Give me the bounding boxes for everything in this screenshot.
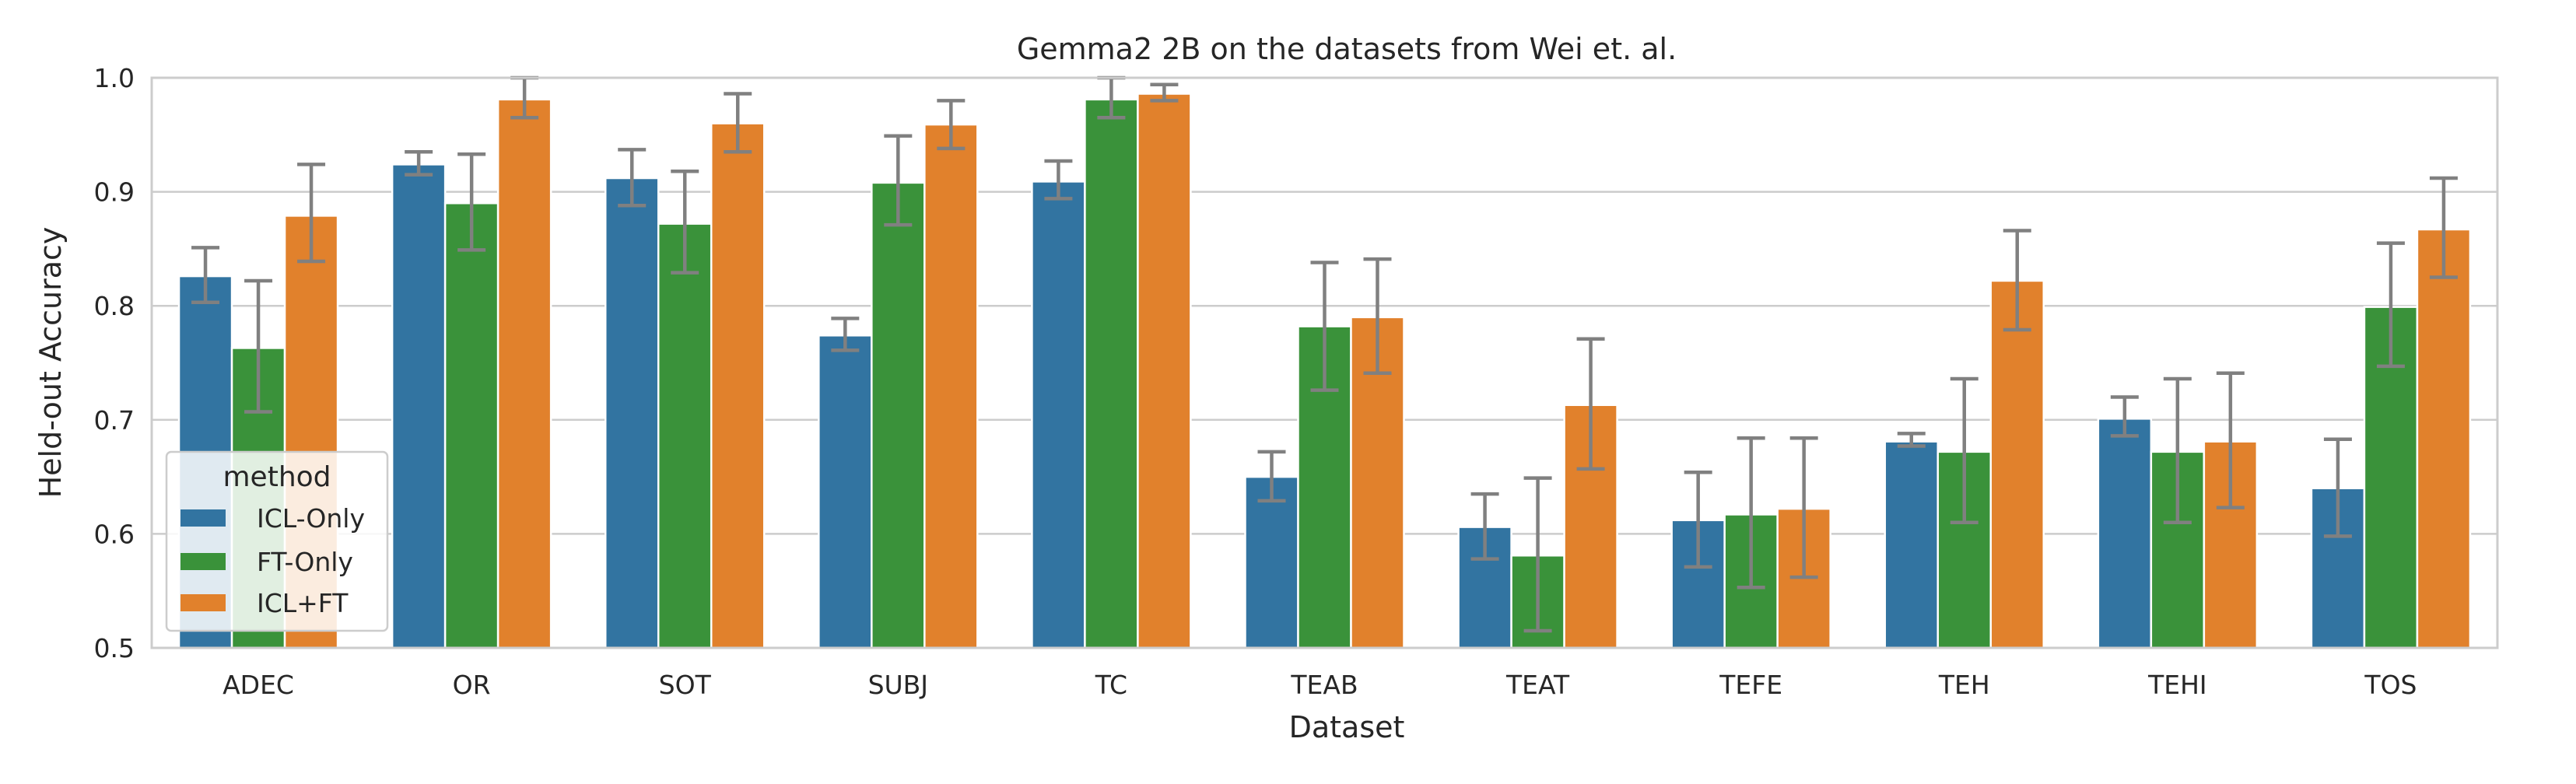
errorbar-icl-only-sot — [618, 148, 647, 208]
legend-label-icl-ft: ICL+FT — [257, 588, 349, 618]
errorbar-ft-only-tefe — [1737, 436, 1765, 590]
x-tick-label-sot: SOT — [659, 670, 712, 700]
errorbar-icl-ft-tefe — [1789, 436, 1818, 579]
bars: ICL-Only / ADEC: 0.826FT-Only / ADEC: 0.… — [177, 93, 2472, 649]
errorbar-ft-only-tos — [2376, 241, 2405, 369]
x-tick-label-tos: TOS — [2364, 670, 2417, 700]
errorbar-icl-only-adec — [191, 246, 220, 305]
bar-icl-only-tc: ICL-Only / TC: 0.909 — [1031, 180, 1086, 649]
errorbar-ft-only-teat — [1523, 476, 1552, 633]
x-tick-label-or: OR — [453, 670, 491, 700]
bar-ft-only-or: FT-Only / OR: 0.89 — [443, 202, 499, 649]
x-tick-label-subj: SUBJ — [868, 670, 928, 700]
y-tick-label: 0.8 — [94, 291, 135, 321]
y-axis-ticks: 0.5 0.6 0.7 0.8 0.9 1.0 — [94, 63, 135, 663]
x-tick-label-teat: TEAT — [1505, 670, 1570, 700]
x-axis-ticks: ADEC OR SOT SUBJ TC TEAB TEAT TEFE TEH TEHI TOS — [223, 670, 2417, 700]
legend-swatch-ft-only — [180, 553, 226, 570]
legend-swatch-icl-ft — [180, 594, 226, 611]
errorbar-icl-ft-tos — [2429, 176, 2458, 279]
bar-ft-only-sot: FT-Only / SOT: 0.872 — [657, 222, 713, 649]
errorbar-ft-only-tehi — [2163, 376, 2192, 524]
bar-icl-ft-tos: ICL+FT / TOS: 0.867 — [2416, 228, 2472, 649]
bar-icl-ft-teh: ICL+FT / TEH: 0.822 — [1989, 279, 2045, 649]
errorbar-icl-only-tc — [1044, 159, 1073, 201]
bar-ft-only-tc: FT-Only / TC: 0.981 — [1084, 98, 1139, 649]
bar-icl-ft-subj: ICL+FT / SUBJ: 0.959 — [924, 123, 979, 649]
errorbar-icl-only-or — [405, 150, 433, 177]
plot-frame — [150, 76, 2499, 649]
errorbar-icl-only-tefe — [1684, 470, 1712, 569]
legend: method ICL-Only FT-Only ICL+FT — [165, 450, 389, 632]
y-tick-label: 0.9 — [94, 177, 135, 208]
y-tick-label: 0.7 — [94, 405, 135, 436]
x-tick-label-adec: ADEC — [223, 670, 294, 700]
errorbar-icl-only-subj — [831, 317, 860, 352]
errorbar-icl-only-tos — [2323, 437, 2352, 538]
legend-title: method — [223, 461, 331, 493]
legend-swatch-icl-only — [180, 509, 226, 527]
errorbar-ft-only-sot — [671, 169, 699, 275]
errorbar-icl-ft-teab — [1363, 257, 1392, 375]
errorbar-ft-only-subj — [884, 134, 913, 227]
y-tick-label: 0.5 — [94, 633, 135, 663]
errorbar-icl-only-teat — [1470, 492, 1499, 561]
x-tick-label-teab: TEAB — [1290, 670, 1358, 700]
errorbar-icl-ft-adec — [297, 163, 326, 264]
errorbar-icl-ft-tehi — [2216, 371, 2245, 509]
bar-icl-only-subj: ICL-Only / SUBJ: 0.774 — [818, 334, 873, 649]
legend-box — [165, 450, 389, 632]
legend-label-ft-only: FT-Only — [257, 547, 353, 577]
legend-label-icl-only: ICL-Only — [257, 503, 365, 534]
bar-icl-only-or: ICL-Only / OR: 0.924 — [391, 163, 447, 649]
errorbar-icl-only-tehi — [2110, 395, 2139, 438]
x-axis-label: Dataset — [1289, 710, 1405, 744]
bar-icl-only-sot: ICL-Only / SOT: 0.912 — [604, 177, 660, 649]
x-tick-label-tehi: TEHI — [2147, 670, 2207, 700]
errorbar-ft-only-teh — [1950, 376, 1978, 524]
chart-title: Gemma2 2B on the datasets from Wei et. a… — [1017, 32, 1677, 66]
y-tick-label: 0.6 — [94, 519, 135, 549]
bar-icl-only-tehi: ICL-Only / TEHI: 0.701 — [2097, 418, 2153, 649]
errorbar-icl-only-teab — [1257, 450, 1286, 503]
errorbar-icl-ft-teat — [1576, 337, 1605, 471]
bar-icl-ft-sot: ICL+FT / SOT: 0.96 — [710, 122, 766, 649]
errorbar-icl-ft-teh — [2003, 229, 2031, 332]
x-tick-label-teh: TEH — [1938, 670, 1990, 700]
errorbar-icl-ft-tc — [1150, 82, 1179, 103]
errorbar-icl-ft-subj — [937, 99, 966, 151]
bar-icl-only-teh: ICL-Only / TEH: 0.681 — [1884, 440, 1940, 649]
bar-icl-ft-or: ICL+FT / OR: 0.981 — [496, 98, 552, 649]
y-tick-label: 1.0 — [94, 63, 135, 93]
error-bars — [191, 75, 2458, 633]
errorbar-icl-only-teh — [1897, 432, 1926, 448]
x-tick-label-tefe: TEFE — [1719, 670, 1782, 700]
bar-ft-only-subj: FT-Only / SUBJ: 0.908 — [871, 181, 926, 649]
bar-icl-ft-tc: ICL+FT / TC: 0.986 — [1137, 93, 1192, 649]
errorbar-ft-only-or — [457, 152, 486, 252]
y-axis-label: Held-out Accuracy — [33, 227, 68, 499]
errorbar-icl-ft-sot — [724, 92, 752, 154]
errorbar-ft-only-teab — [1310, 261, 1339, 392]
x-tick-label-tc: TC — [1095, 670, 1127, 700]
errorbar-ft-only-adec — [244, 278, 273, 414]
